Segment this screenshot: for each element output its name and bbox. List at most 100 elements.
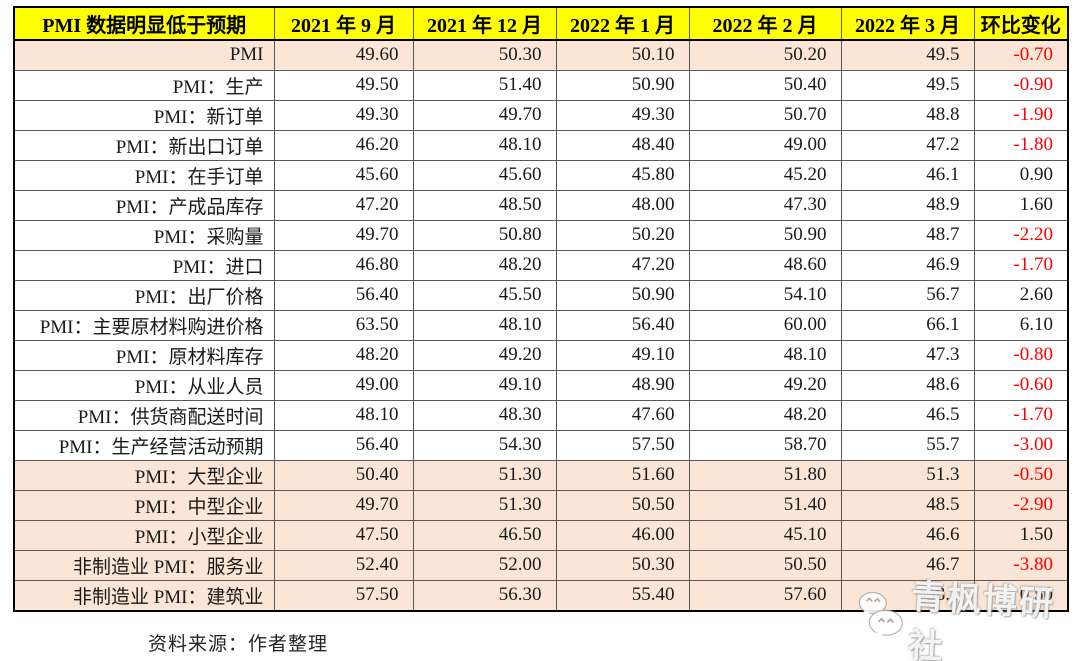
value-cell: 54.30: [412, 429, 557, 461]
row-label: 非制造业 PMI：建筑业: [13, 579, 275, 611]
value-cell: 50.40: [273, 459, 414, 491]
row-label: PMI：采购量: [13, 219, 275, 251]
table-row: PMI：大型企业 50.40 51.30 51.60 51.80 51.3 -0.50: [13, 459, 1069, 491]
row-label: PMI: [13, 39, 275, 71]
value-cell: 50.90: [688, 219, 842, 251]
row-label: PMI：中型企业: [13, 489, 275, 521]
value-cell: 50.50: [688, 549, 842, 581]
value-cell: 60.00: [688, 309, 842, 341]
value-cell: 49.20: [412, 339, 557, 371]
value-cell: 48.10: [412, 129, 557, 161]
table-row: PMI：产成品库存 47.20 48.50 48.00 47.30 48.9 1.60: [13, 189, 1069, 221]
value-cell: 56.40: [273, 279, 414, 311]
value-cell: 54.10: [688, 279, 842, 311]
data-source-note: 资料来源：作者整理: [148, 634, 329, 655]
value-cell: 58.1: [840, 579, 975, 611]
row-label: PMI：产成品库存: [13, 189, 275, 221]
value-cell: 46.5: [840, 399, 975, 431]
change-cell: -0.60: [973, 369, 1069, 401]
value-cell: 51.80: [688, 459, 842, 491]
value-cell: 50.80: [412, 219, 557, 251]
table-row: PMI：从业人员 49.00 49.10 48.90 49.20 48.6 -0.60: [13, 369, 1069, 401]
change-cell: 6.10: [973, 309, 1069, 341]
value-cell: 58.70: [688, 429, 842, 461]
value-cell: 48.20: [273, 339, 414, 371]
value-cell: 56.7: [840, 279, 975, 311]
table-row: PMI：在手订单 45.60 45.60 45.80 45.20 46.1 0.90: [13, 159, 1069, 191]
value-cell: 52.40: [273, 549, 414, 581]
value-cell: 48.5: [840, 489, 975, 521]
value-cell: 56.30: [412, 579, 557, 611]
pmi-data-table: PMI 数据明显低于预期 2021 年 9 月 2021 年 12 月 2022 年…: [13, 6, 1069, 612]
row-label: PMI：小型企业: [13, 519, 275, 551]
value-cell: 55.7: [840, 429, 975, 461]
column-header-4: 2022 年 3 月: [840, 6, 975, 41]
table-row: PMI：生产经营活动预期 56.40 54.30 57.50 58.70 55.7 -3.0…: [13, 429, 1069, 461]
value-cell: 50.30: [555, 549, 690, 581]
value-cell: 45.60: [273, 159, 414, 191]
value-cell: 48.10: [688, 339, 842, 371]
value-cell: 47.20: [555, 249, 690, 281]
change-cell: 1.60: [973, 189, 1069, 221]
value-cell: 49.60: [273, 39, 414, 71]
value-cell: 46.7: [840, 549, 975, 581]
value-cell: 51.30: [412, 459, 557, 491]
value-cell: 57.60: [688, 579, 842, 611]
table-row: PMI：新订单 49.30 49.70 49.30 50.70 48.8 -1.90: [13, 99, 1069, 131]
value-cell: 66.1: [840, 309, 975, 341]
value-cell: 48.6: [840, 369, 975, 401]
value-cell: 50.50: [555, 489, 690, 521]
row-label: PMI：大型企业: [13, 459, 275, 491]
value-cell: 51.40: [412, 69, 557, 101]
value-cell: 48.50: [412, 189, 557, 221]
table-row: PMI：出厂价格 56.40 45.50 50.90 54.10 56.7 2.60: [13, 279, 1069, 311]
table-title-cell: PMI 数据明显低于预期: [13, 6, 275, 41]
value-cell: 50.10: [555, 39, 690, 71]
value-cell: 52.00: [412, 549, 557, 581]
value-cell: 63.50: [273, 309, 414, 341]
value-cell: 48.9: [840, 189, 975, 221]
row-label: PMI：在手订单: [13, 159, 275, 191]
value-cell: 48.90: [555, 369, 690, 401]
row-label: PMI：主要原材料购进价格: [13, 309, 275, 341]
change-cell: -1.80: [973, 129, 1069, 161]
table-row: PMI：采购量 49.70 50.80 50.20 50.90 48.7 -2.20: [13, 219, 1069, 251]
value-cell: 47.50: [273, 519, 414, 551]
value-cell: 49.20: [688, 369, 842, 401]
value-cell: 49.5: [840, 39, 975, 71]
value-cell: 51.60: [555, 459, 690, 491]
value-cell: 48.20: [688, 399, 842, 431]
row-label: PMI：出厂价格: [13, 279, 275, 311]
value-cell: 46.80: [273, 249, 414, 281]
column-header-0: 2021 年 9 月: [273, 6, 414, 41]
column-header-5: 环比变化: [973, 6, 1069, 41]
change-cell: 0.50: [973, 579, 1069, 611]
value-cell: 46.50: [412, 519, 557, 551]
value-cell: 46.9: [840, 249, 975, 281]
value-cell: 56.40: [555, 309, 690, 341]
change-cell: -2.90: [973, 489, 1069, 521]
value-cell: 49.30: [273, 99, 414, 131]
value-cell: 45.20: [688, 159, 842, 191]
value-cell: 45.50: [412, 279, 557, 311]
value-cell: 57.50: [555, 429, 690, 461]
value-cell: 48.8: [840, 99, 975, 131]
row-label: PMI：原材料库存: [13, 339, 275, 371]
value-cell: 49.10: [555, 339, 690, 371]
value-cell: 50.30: [412, 39, 557, 71]
table-row: PMI：进口 46.80 48.20 47.20 48.60 46.9 -1.70: [13, 249, 1069, 281]
row-label: PMI：生产经营活动预期: [13, 429, 275, 461]
row-label: PMI：生产: [13, 69, 275, 101]
value-cell: 45.80: [555, 159, 690, 191]
column-header-1: 2021 年 12 月: [412, 6, 557, 41]
change-cell: 0.90: [973, 159, 1069, 191]
value-cell: 48.40: [555, 129, 690, 161]
value-cell: 50.20: [688, 39, 842, 71]
table-row: PMI：生产 49.50 51.40 50.90 50.40 49.5 -0.90: [13, 69, 1069, 101]
table-row: PMI：主要原材料购进价格 63.50 48.10 56.40 60.00 66.1 6.1…: [13, 309, 1069, 341]
row-label: PMI：进口: [13, 249, 275, 281]
value-cell: 46.6: [840, 519, 975, 551]
value-cell: 49.10: [412, 369, 557, 401]
change-cell: -0.70: [973, 39, 1069, 71]
